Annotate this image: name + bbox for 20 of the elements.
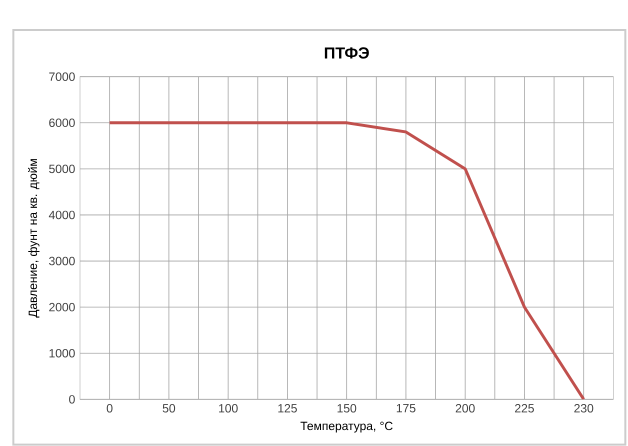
y-tick-label: 7000 xyxy=(49,72,75,81)
x-tick-label: 100 xyxy=(219,404,238,413)
y-tick-label: 5000 xyxy=(49,164,75,174)
x-tick-label: 150 xyxy=(338,404,356,413)
y-axis-title: Давление, фунт на кв. дюйм xyxy=(28,159,40,318)
x-tick-label: 230 xyxy=(574,404,594,413)
y-tick-label: 6000 xyxy=(49,118,75,128)
x-tick-label: 50 xyxy=(162,404,176,413)
x-tick-label: 175 xyxy=(396,404,416,412)
y-tick-label: 3000 xyxy=(49,256,75,266)
x-tick-label: 225 xyxy=(515,404,534,413)
x-tick-label: 125 xyxy=(278,404,297,413)
x-tick-label: 0 xyxy=(106,404,113,413)
y-tick-label: 1000 xyxy=(50,348,75,358)
x-axis-title: Температура, °C xyxy=(300,422,393,433)
x-tick-label: 200 xyxy=(456,404,475,413)
y-tick-label: 2000 xyxy=(49,302,75,312)
chart-title: ПТФЭ xyxy=(324,47,369,59)
y-tick-label: 4000 xyxy=(48,210,75,220)
y-tick-label: 0 xyxy=(69,395,75,404)
